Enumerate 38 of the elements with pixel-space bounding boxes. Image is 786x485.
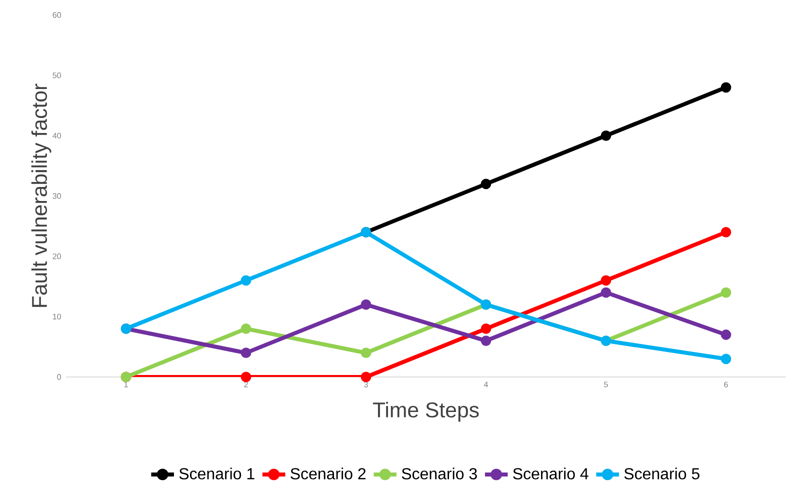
x-axis-title: Time Steps xyxy=(372,402,479,422)
point xyxy=(720,226,732,238)
point xyxy=(600,275,612,286)
point xyxy=(240,372,252,382)
legend-label: Scenario 2 xyxy=(290,468,366,480)
point xyxy=(480,178,492,190)
point xyxy=(240,324,252,334)
point xyxy=(600,287,612,298)
y-tick-label: 30 xyxy=(52,193,61,199)
x-tick-label: 3 xyxy=(364,382,368,388)
y-tick-label: 50 xyxy=(52,72,61,78)
legend-label: Scenario 3 xyxy=(402,468,477,480)
y-axis-title: Fault vulnerability factor xyxy=(31,84,52,307)
x-tick-label: 6 xyxy=(724,382,728,388)
y-tick-label: 10 xyxy=(53,314,61,320)
point xyxy=(720,82,732,93)
point xyxy=(480,324,492,334)
legend-label: Scenario 4 xyxy=(513,468,588,480)
point xyxy=(600,130,612,141)
x-tick-label: 2 xyxy=(244,382,248,388)
point xyxy=(480,336,492,346)
point xyxy=(360,348,372,358)
y-tick-label: 40 xyxy=(52,132,61,138)
point xyxy=(360,372,372,382)
x-tick-label: 5 xyxy=(604,382,608,388)
point xyxy=(720,330,732,340)
x-tick-label: 4 xyxy=(484,382,488,388)
y-tick-label: 20 xyxy=(52,253,61,260)
legend-label: Scenario 1 xyxy=(179,468,254,480)
point xyxy=(720,287,732,298)
point xyxy=(240,275,252,286)
point xyxy=(240,348,252,358)
legend-label: Scenario 5 xyxy=(624,468,700,480)
point xyxy=(360,299,372,310)
point xyxy=(720,354,732,364)
y-tick-label: 60 xyxy=(52,12,61,18)
x-tick-label: 1 xyxy=(124,382,128,388)
y-tick-label: 0 xyxy=(57,374,61,380)
